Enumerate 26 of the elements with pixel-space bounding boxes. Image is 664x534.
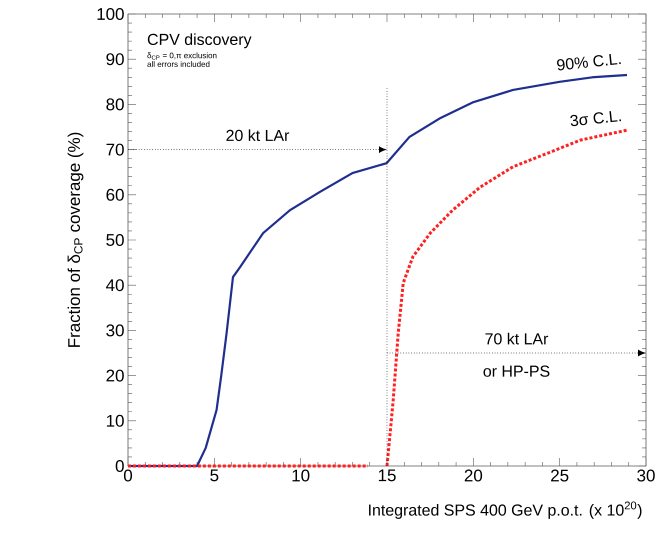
y-tick-label: 10 (106, 414, 124, 427)
y-tick-label: 50 (106, 234, 124, 246)
y-tick-label: 0 (116, 460, 124, 472)
annotation: or HP-PS (484, 366, 550, 377)
x-tick-label: 0 (124, 470, 132, 482)
x-axis-title: Integrated SPS 400 GeV p.o.t. (x 10$^{20}$) (369, 502, 642, 519)
y-tick-label: 90 (106, 53, 124, 66)
y-axis-title: Fraction of δ$_{CP}$ coverage (%) (68, 132, 84, 347)
y-tick-label: 20 (106, 370, 124, 382)
y-tick-label: 60 (106, 188, 124, 201)
y-tick-label: 100 (98, 8, 124, 20)
y-tick-label: 70 (106, 144, 124, 156)
ref-line-label: 20 kt LAr (226, 129, 290, 142)
y-tick-label: 30 (106, 324, 124, 336)
annotation: CPV discovery (148, 33, 252, 48)
x-tick-label: 10 (292, 470, 310, 482)
text: 90% C.L. (557, 54, 621, 70)
x-tick-label: 15 (378, 470, 396, 482)
text: 3σ C.L. (570, 111, 622, 126)
x-tick-label: 25 (551, 470, 568, 482)
y-tick-label: 40 (106, 279, 124, 292)
x-tick-label: 20 (464, 470, 482, 482)
ref-line-label: 70 kt LAr (485, 332, 548, 344)
y-tick-label: 80 (106, 98, 124, 110)
x-tick-label: 5 (210, 470, 218, 482)
x-tick-label: 30 (637, 470, 655, 482)
